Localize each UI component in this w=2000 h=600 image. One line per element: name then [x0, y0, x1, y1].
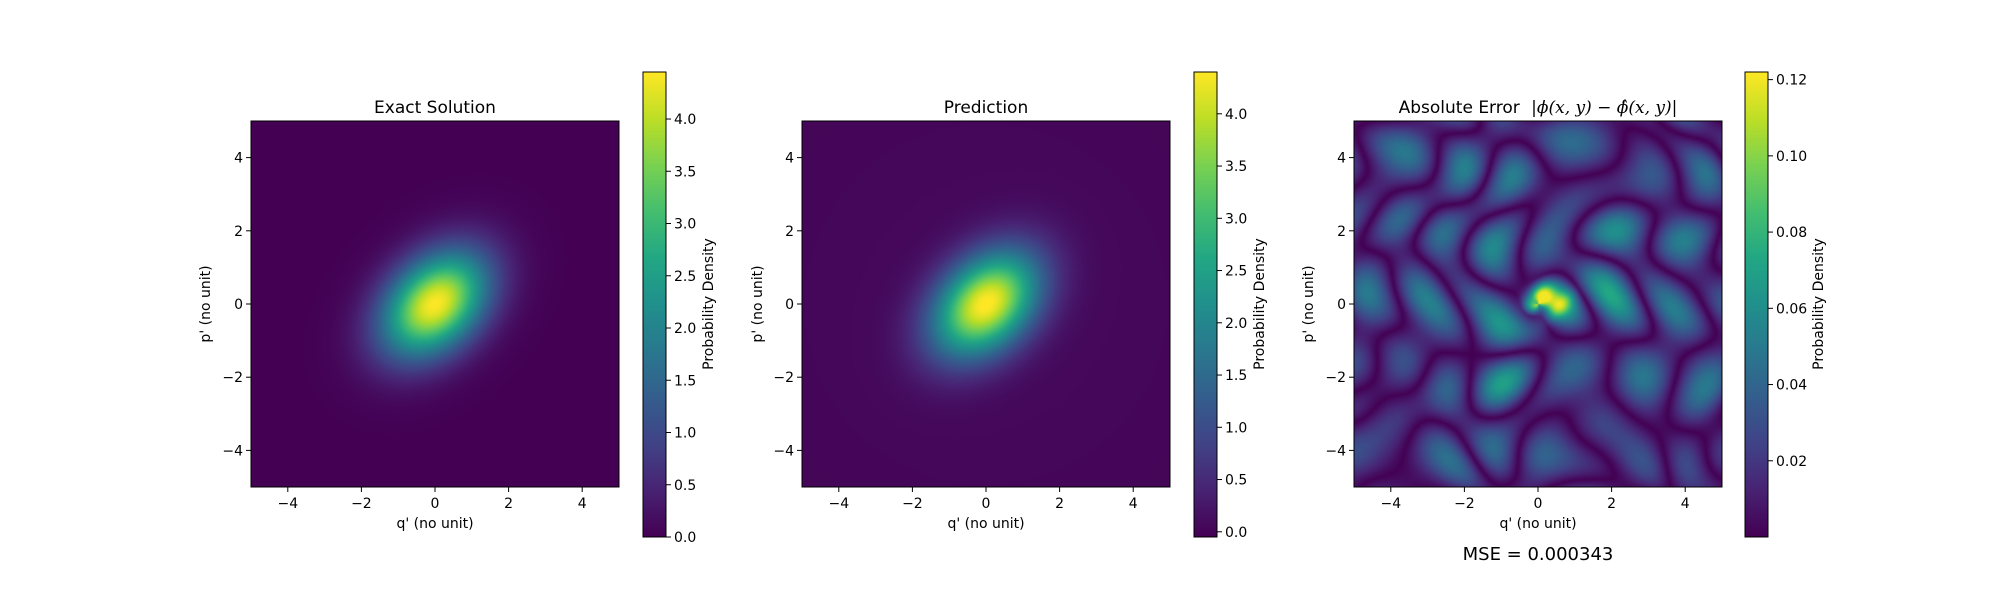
- axes: −4 −2 0 2 4 −4 −2 0 2 4: [773, 151, 1137, 512]
- mse-readout: MSE = 0.000343: [1463, 544, 1614, 565]
- colorbar-tick-label: 2.0: [674, 321, 696, 337]
- colorbar-image: [1745, 72, 1768, 537]
- y-tick-label: 0: [785, 297, 794, 313]
- chart-title-text: Absolute Error: [1399, 98, 1520, 118]
- chart-title: Exact Solution: [374, 98, 496, 118]
- colorbar-tick-label: 2.0: [1225, 316, 1247, 332]
- colorbar-ticks: 0.0 0.5 1.0 1.5 2.0 2.5 3.0 3.5 4.0: [1217, 107, 1247, 541]
- colorbar-tick-label: 3.5: [674, 164, 696, 180]
- x-tick-label: −4: [277, 496, 298, 512]
- colorbar-tick-label: 2.5: [674, 269, 696, 285]
- colorbar-frame: [642, 71, 667, 538]
- x-tick-label: 4: [1681, 496, 1690, 512]
- x-tick-label: 4: [578, 496, 587, 512]
- x-tick-label: −4: [828, 496, 849, 512]
- heatmap-image: [251, 121, 619, 487]
- colorbar-tick-label: 1.5: [674, 373, 696, 389]
- heatmap-image: [802, 121, 1170, 487]
- chart-title: Absolute Error |ϕ(x, y) − ϕ̂(x, y)|: [1399, 98, 1678, 118]
- x-tick-label: 2: [504, 496, 513, 512]
- y-axis-label: p' (no unit): [198, 265, 214, 342]
- colorbar-tick-label: 0.12: [1776, 73, 1807, 89]
- colorbar-label: Probability Density: [1811, 238, 1827, 370]
- x-tick-label: 4: [1129, 496, 1138, 512]
- colorbar-tick-label: 1.0: [674, 426, 696, 442]
- y-tick-label: 4: [1337, 151, 1346, 167]
- colorbar-image: [643, 72, 666, 537]
- panel-exact: Exact Solution −4 −2 0 2 4 −4 −2 0 2 4 q' (no uni…: [198, 71, 717, 546]
- x-tick-label: 0: [982, 496, 991, 512]
- y-axis-label: p' (no unit): [750, 265, 766, 342]
- colorbar-ticks: 0.02 0.04 0.06 0.08 0.10 0.12: [1768, 73, 1807, 470]
- colorbar-tick-label: 0.10: [1776, 149, 1807, 165]
- chart-title: Prediction: [944, 98, 1028, 118]
- x-axis-label: q' (no unit): [1499, 516, 1576, 532]
- x-axis-label: q' (no unit): [947, 516, 1024, 532]
- colorbar-image: [1194, 72, 1217, 537]
- axes: −4 −2 0 2 4 −4 −2 0 2 4: [1325, 151, 1689, 512]
- colorbar-tick-label: 4.0: [674, 112, 696, 128]
- colorbar-tick-label: 0.08: [1776, 225, 1807, 241]
- panel-error: Absolute Error |ϕ(x, y) − ϕ̂(x, y)| −4 −2…: [1301, 71, 1827, 565]
- x-tick-label: −2: [902, 496, 923, 512]
- heatmap-image: [1354, 121, 1722, 487]
- colorbar-label: Probability Density: [701, 238, 717, 370]
- y-tick-label: 2: [234, 224, 243, 240]
- y-axis-label: p' (no unit): [1301, 265, 1317, 342]
- colorbar-label: Probability Density: [1252, 238, 1268, 370]
- colorbar-tick-label: 0.02: [1776, 454, 1807, 470]
- x-tick-label: 2: [1055, 496, 1064, 512]
- x-tick-label: 0: [431, 496, 440, 512]
- colorbar-tick-label: 1.5: [1225, 368, 1247, 384]
- y-tick-label: 0: [234, 297, 243, 313]
- colorbar-tick-label: 0.04: [1776, 378, 1807, 394]
- colorbar-tick-label: 0.06: [1776, 301, 1807, 317]
- x-tick-label: 2: [1607, 496, 1616, 512]
- y-tick-label: −4: [1325, 443, 1346, 459]
- x-tick-label: −2: [1454, 496, 1475, 512]
- colorbar-tick-label: 4.0: [1225, 107, 1247, 123]
- panel-prediction: Prediction −4 −2 0 2 4 −4 −2 0 2 4 q' (no unit) p…: [750, 71, 1268, 541]
- y-tick-label: 4: [234, 151, 243, 167]
- colorbar-tick-label: 3.0: [1225, 211, 1247, 227]
- colorbar-tick-label: 3.5: [1225, 159, 1247, 175]
- y-tick-label: 2: [1337, 224, 1346, 240]
- colorbar-ticks: 0.0 0.5 1.0 1.5 2.0 2.5 3.0 3.5 4.0: [666, 112, 696, 546]
- colorbar-frame: [1744, 71, 1769, 538]
- y-tick-label: −4: [222, 443, 243, 459]
- x-tick-label: 0: [1534, 496, 1543, 512]
- y-tick-label: −2: [773, 370, 794, 386]
- x-tick-label: −4: [1380, 496, 1401, 512]
- chart-title-math: |ϕ(x, y) − ϕ̂(x, y)|: [1531, 98, 1677, 118]
- y-tick-label: 2: [785, 224, 794, 240]
- y-tick-label: −4: [773, 443, 794, 459]
- colorbar-tick-label: 3.0: [674, 217, 696, 233]
- x-axis-label: q' (no unit): [396, 516, 473, 532]
- colorbar-tick-label: 1.0: [1225, 420, 1247, 436]
- colorbar-tick-label: 0.0: [1225, 525, 1247, 541]
- colorbar-tick-label: 0.0: [674, 530, 696, 546]
- y-tick-label: −2: [1325, 370, 1346, 386]
- colorbar-tick-label: 0.5: [674, 478, 696, 494]
- axes: −4 −2 0 2 4 −4 −2 0 2 4: [222, 151, 586, 512]
- y-tick-label: 0: [1337, 297, 1346, 313]
- colorbar-tick-label: 2.5: [1225, 264, 1247, 280]
- colorbar-frame: [1193, 71, 1218, 538]
- x-tick-label: −2: [351, 496, 372, 512]
- colorbar-tick-label: 0.5: [1225, 473, 1247, 489]
- y-tick-label: −2: [222, 370, 243, 386]
- y-tick-label: 4: [785, 151, 794, 167]
